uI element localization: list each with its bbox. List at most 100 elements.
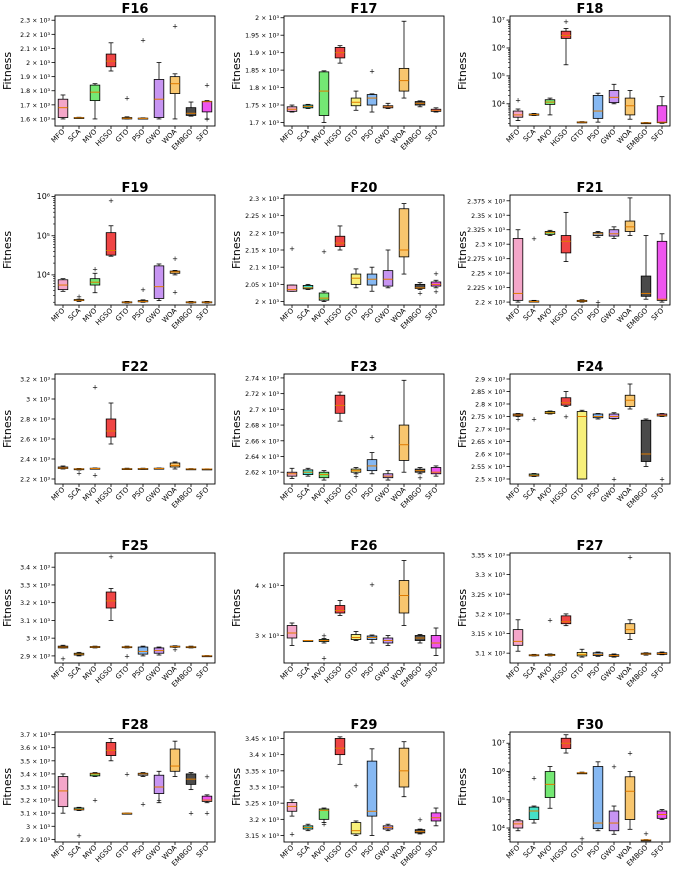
- box-gto: +: [576, 771, 588, 843]
- box-mvo: [318, 70, 330, 123]
- box-sca: [73, 116, 85, 119]
- box-body: [286, 284, 298, 292]
- box-body: [624, 220, 636, 232]
- box-sfo: [656, 233, 668, 303]
- y-tick-label: 10⁵: [492, 71, 505, 80]
- box-mfo: +: [286, 245, 298, 292]
- box-hgso: [560, 613, 572, 627]
- outlier-marker: +: [76, 470, 82, 478]
- outlier-marker: +: [515, 416, 521, 424]
- box-woa: +: [624, 553, 636, 640]
- box-sfo: [201, 655, 213, 658]
- box-body: [512, 238, 524, 301]
- x-tick-label-gto: GTO: [569, 306, 586, 323]
- box-body: [608, 810, 620, 832]
- y-axis-label: Fitness: [456, 231, 469, 269]
- y-tick-label: 3.45 × 10³: [245, 736, 279, 743]
- x-tick-label-mfo: MFO: [505, 664, 522, 681]
- x-tick-label-gwo: GWO: [373, 306, 392, 325]
- box-body: [398, 747, 410, 788]
- y-axis-label: Fitness: [456, 589, 469, 627]
- box-sca: +: [73, 806, 85, 840]
- y-tick-label: 2.74 × 10³: [245, 375, 279, 382]
- box-body: [512, 820, 524, 829]
- y-tick-label: 10⁷: [492, 16, 505, 25]
- outlier-marker: +: [531, 235, 537, 243]
- chart-title: F18: [577, 2, 604, 17]
- y-tick-label: 2.8 × 10³: [20, 417, 50, 424]
- y-tick-label: 10⁶: [492, 43, 505, 52]
- y-tick-label: 2.5 × 10³: [475, 477, 505, 484]
- x-tick-label-sfo: SFO: [195, 485, 211, 501]
- x-tick-label-mfo: MFO: [505, 127, 522, 144]
- x-tick-label-gwo: GWO: [599, 306, 618, 325]
- x-tick-label-mfo: MFO: [50, 127, 67, 144]
- outlier-marker: +: [433, 270, 439, 278]
- box-body: [89, 84, 101, 102]
- box-pso: +: [137, 286, 149, 303]
- y-tick-label: 1.8 × 10³: [249, 85, 279, 92]
- y-tick-label: 3.15 × 10³: [245, 833, 279, 840]
- box-pso: [592, 761, 604, 832]
- y-tick-label: 3.3 × 10³: [20, 582, 50, 589]
- box-sfo: ++: [201, 773, 213, 818]
- box-gwo: [153, 263, 165, 302]
- y-tick-label: 2.325 × 10³: [467, 227, 505, 234]
- box-woa: [398, 203, 410, 275]
- chart-panel-f22: F22 Fitness 2.2 × 10³ 2.4 × 10³ 2.6 × 10³ 2.8…: [1, 360, 216, 510]
- outlier-marker: +: [92, 797, 98, 805]
- box-body: [592, 94, 604, 119]
- chart-panel-f20: F20 Fitness 2 × 10³ 2.05 × 10³ 2.1 × 10³ 2.15…: [230, 181, 445, 331]
- y-axis-label: Fitness: [230, 768, 243, 806]
- box-mvo: [544, 766, 556, 809]
- box-hgso: [334, 391, 346, 422]
- plot-frame: [509, 194, 671, 306]
- chart-title: F16: [122, 2, 149, 17]
- box-mvo: [544, 97, 556, 116]
- x-tick-label-mfo: MFO: [50, 843, 67, 860]
- y-tick-label: 3.2 × 10³: [20, 377, 50, 384]
- x-tick-label-sca: SCA: [522, 307, 538, 323]
- box-embgo: [185, 645, 197, 649]
- plot-frame: [54, 194, 216, 306]
- box-sca: [302, 640, 314, 642]
- x-tick-label-sca: SCA: [296, 128, 312, 144]
- outlier-marker: +: [627, 750, 633, 758]
- box-gwo: +: [608, 412, 620, 484]
- box-mvo: ++: [89, 384, 101, 480]
- box-gto: [121, 467, 133, 471]
- box-hgso: [105, 738, 117, 762]
- box-gwo: [382, 823, 394, 832]
- y-tick-label: 3 × 10³: [26, 824, 50, 831]
- outlier-marker: +: [659, 476, 665, 484]
- y-tick-label: 2.15 × 10³: [245, 248, 279, 255]
- outlier-marker: +: [369, 581, 375, 589]
- outlier-marker: +: [172, 646, 178, 654]
- outlier-marker: +: [531, 774, 537, 782]
- box-sca: [73, 651, 85, 657]
- box-hgso: +: [105, 553, 117, 621]
- y-tick-label: 3.5 × 10³: [20, 758, 50, 765]
- box-embgo: +: [414, 467, 426, 482]
- y-tick-label: 2.05 × 10³: [245, 282, 279, 289]
- outlier-marker: +: [204, 82, 210, 90]
- box-body: [185, 107, 197, 116]
- y-tick-label: 3.3 × 10³: [475, 572, 505, 579]
- outlier-marker: +: [515, 97, 521, 105]
- box-body: [430, 812, 442, 822]
- y-tick-label: 3 × 10³: [255, 633, 279, 640]
- box-gto: [350, 268, 362, 289]
- outlier-marker: +: [369, 433, 375, 441]
- y-tick-label: 3.7 × 10³: [20, 732, 50, 739]
- x-tick-label-sfo: SFO: [195, 127, 211, 143]
- outlier-marker: +: [353, 473, 359, 481]
- y-axis-label: Fitness: [230, 231, 243, 269]
- outlier-marker: +: [547, 616, 553, 624]
- y-axis-label: Fitness: [230, 410, 243, 448]
- x-tick-label-hgso: HGSO: [94, 485, 115, 506]
- x-tick-label-hgso: HGSO: [549, 485, 570, 506]
- box-gwo: [382, 635, 394, 646]
- y-tick-label: 2.7 × 10³: [249, 407, 279, 414]
